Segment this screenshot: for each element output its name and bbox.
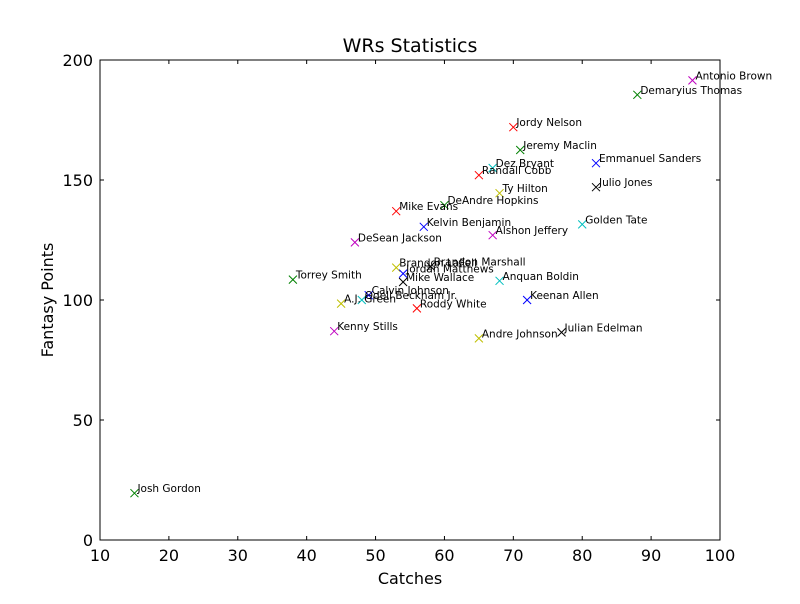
data-point-marker — [591, 158, 601, 168]
data-point-marker — [495, 188, 504, 198]
data-point-label: Roddy White — [420, 298, 487, 310]
data-point-label: DeAndre Hopkins — [447, 195, 538, 207]
data-point-label: Julian Edelman — [564, 322, 643, 334]
chart-title: WRs Statistics — [343, 35, 478, 57]
data-point-label: Keenan Allen — [530, 290, 599, 302]
y-tick-label: 0 — [83, 531, 93, 550]
data-point-label: Anquan Boldin — [503, 271, 579, 283]
data-point-marker — [488, 163, 498, 173]
data-point-marker — [577, 220, 587, 229]
data-point-label: Brandon LaFell — [399, 258, 477, 270]
data-point-label: Antonio Brown — [695, 70, 772, 82]
data-point-marker — [130, 488, 139, 498]
x-tick-label: 80 — [572, 546, 592, 565]
data-point-marker — [391, 263, 401, 272]
data-point-label: Demaryius Thomas — [640, 85, 742, 97]
data-point-marker — [391, 206, 401, 216]
data-point-marker — [412, 304, 422, 313]
y-tick-label: 50 — [73, 411, 93, 430]
data-point-label: Mike Evans — [399, 201, 458, 213]
data-point-marker — [288, 275, 298, 284]
data-point-label: Mike Wallace — [406, 272, 474, 284]
x-tick-label: 60 — [434, 546, 454, 565]
data-point-label: Ty Hilton — [502, 183, 548, 195]
data-point-marker — [426, 262, 436, 271]
data-point-marker — [398, 269, 408, 278]
y-tick-label: 100 — [62, 291, 93, 310]
data-point-label: Calvin Johnson — [372, 285, 449, 297]
data-point-label: Kenny Stills — [337, 321, 398, 333]
y-tick-label: 200 — [62, 51, 93, 70]
x-tick-label: 40 — [296, 546, 316, 565]
data-point-marker — [364, 290, 374, 300]
data-point-label: Jeremy Maclin — [522, 140, 597, 152]
data-point-marker — [357, 295, 367, 305]
plot-area-frame — [99, 59, 721, 541]
x-tick-label: 30 — [228, 546, 248, 565]
data-point-label: A.J. Green — [344, 294, 396, 306]
data-point-label: DeSean Jackson — [358, 232, 442, 244]
data-point-marker — [522, 295, 532, 305]
data-point-marker — [329, 326, 339, 336]
data-point-label: Golden Tate — [585, 214, 647, 226]
data-point-marker — [440, 200, 449, 210]
x-axis-label: Catches — [378, 569, 442, 588]
y-tick-label: 150 — [62, 171, 93, 190]
x-tick-label: 100 — [705, 546, 736, 565]
data-point-marker — [336, 299, 346, 308]
data-point-label: Odell Beckham Jr. — [365, 290, 458, 302]
data-point-label: Alshon Jeffery — [496, 225, 568, 237]
x-tick-label: 50 — [365, 546, 385, 565]
data-point-marker — [474, 334, 484, 343]
data-point-marker — [350, 238, 360, 247]
data-points — [130, 76, 697, 498]
y-axis-label: Fantasy Points — [38, 243, 57, 358]
data-point-label: Julio Jones — [598, 177, 652, 189]
data-point-label: Torrey Smith — [295, 270, 362, 282]
data-point-label: Randall Cobb — [482, 165, 552, 177]
data-point-label: Jordy Nelson — [515, 117, 582, 129]
data-point-label: Kelvin Benjamin — [427, 217, 511, 229]
data-point-marker — [495, 276, 504, 286]
data-point-label: Josh Gordon — [136, 483, 200, 495]
data-point-label: Dez Bryant — [496, 158, 554, 170]
data-point-label: Emmanuel Sanders — [599, 153, 701, 165]
data-point-marker — [398, 277, 408, 287]
data-point-marker — [688, 76, 697, 85]
data-point-marker — [419, 222, 429, 232]
data-point-marker — [508, 122, 518, 132]
data-point-label: Andre Johnson — [482, 328, 558, 340]
data-point-label: Brandon Marshall — [434, 256, 526, 268]
x-tick-label: 10 — [90, 546, 110, 565]
x-tick-label: 70 — [503, 546, 523, 565]
data-point-marker — [474, 170, 484, 180]
data-point-label: Jordan Matthews — [405, 264, 494, 276]
data-point-marker — [632, 90, 642, 100]
x-tick-label: 90 — [641, 546, 661, 565]
data-point-marker — [515, 145, 525, 155]
data-point-marker — [591, 182, 601, 192]
x-tick-label: 20 — [159, 546, 179, 565]
data-point-labels: Antonio Brown Demaryius Thomas Jordy Nelso… — [136, 70, 772, 495]
data-point-marker — [557, 328, 566, 337]
data-point-marker — [488, 230, 498, 240]
